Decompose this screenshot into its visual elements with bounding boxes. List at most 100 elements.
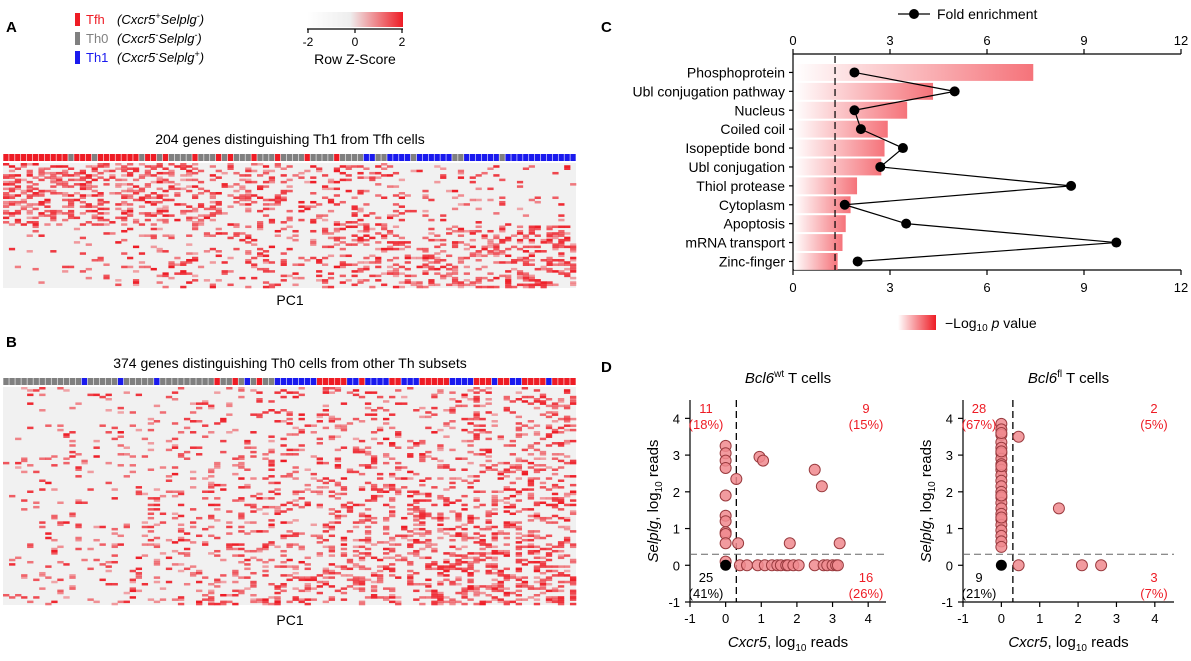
heatmap-cell xyxy=(533,501,541,505)
heatmap-cell xyxy=(455,563,462,566)
heatmap-cell xyxy=(364,554,372,557)
pvalue-bar xyxy=(794,139,885,157)
heatmap-cell xyxy=(485,437,492,441)
heatmap-cell xyxy=(168,187,175,191)
heatmap-cell xyxy=(551,402,559,405)
heatmap-cell xyxy=(357,171,364,175)
sample-header-cell xyxy=(99,378,106,385)
heatmap-cell xyxy=(515,527,523,531)
sample-header-cell xyxy=(564,378,570,385)
heatmap-cell xyxy=(457,285,465,289)
heatmap-cell xyxy=(346,505,354,509)
heatmap-cell xyxy=(449,538,456,542)
heatmap-cell xyxy=(558,241,565,244)
heatmap-cell xyxy=(425,541,432,544)
heatmap-cell xyxy=(407,477,414,480)
heatmap-cell xyxy=(437,519,444,522)
heatmap-cell xyxy=(79,187,87,191)
heatmap-cell xyxy=(491,468,498,471)
sample-header-cell xyxy=(109,154,115,161)
heatmap-cell xyxy=(310,221,317,224)
heatmap-cell xyxy=(410,256,417,260)
heatmap-cell xyxy=(63,563,70,566)
heatmap-cell xyxy=(357,209,364,213)
heatmap-cell xyxy=(455,519,462,522)
heatmap-cell xyxy=(56,165,63,168)
heatmap-cell xyxy=(401,527,408,531)
heatmap-cell xyxy=(62,212,69,215)
heatmap-cell xyxy=(357,270,364,273)
heatmap-cell xyxy=(473,413,480,416)
heatmap-cell xyxy=(509,411,516,414)
heatmap-cell xyxy=(569,591,577,595)
heatmap-cell xyxy=(528,274,535,278)
heatmap-cell xyxy=(105,431,112,434)
heatmap-cell xyxy=(461,508,468,511)
heatmap-cell xyxy=(357,165,364,168)
heatmap-cell xyxy=(127,212,134,215)
heatmap-cell xyxy=(328,420,336,423)
heatmap-cell xyxy=(189,402,197,405)
heatmap-cell xyxy=(127,207,134,211)
heatmap-cell xyxy=(545,569,553,573)
x-axis-tick-label: 2 xyxy=(1074,611,1081,626)
heatmap-cell xyxy=(419,510,426,513)
heatmap-cell xyxy=(156,207,163,211)
heatmap-cell xyxy=(407,508,414,511)
heatmap-cell xyxy=(485,545,492,549)
heatmap-cell xyxy=(352,525,360,529)
cell-point xyxy=(1095,559,1108,572)
heatmap-cell xyxy=(351,243,358,246)
heatmap-cell xyxy=(138,261,146,264)
heatmap-cell xyxy=(410,281,417,284)
heatmap-cell xyxy=(196,589,203,593)
heatmap-cell xyxy=(485,571,492,575)
heatmap-cell xyxy=(479,448,486,452)
cell-point xyxy=(815,480,828,493)
heatmap-cell xyxy=(557,598,565,601)
heatmap-cell xyxy=(183,554,191,557)
heatmap-cell xyxy=(227,223,234,226)
heatmap-cell xyxy=(111,488,118,491)
heatmap-cell xyxy=(328,415,336,419)
heatmap-cell xyxy=(455,499,462,502)
heatmap-cell xyxy=(376,494,384,498)
heatmap-cell xyxy=(274,598,281,601)
heatmap-cell xyxy=(239,185,246,188)
heatmap-cell xyxy=(50,171,57,175)
heatmap-cell xyxy=(257,163,264,166)
heatmap-cell xyxy=(473,516,480,520)
heatmap-cell xyxy=(422,254,429,258)
heatmap-cell xyxy=(339,274,346,278)
panel-label-c: C xyxy=(601,19,612,36)
heatmap-cell xyxy=(93,538,100,542)
heatmap-cell xyxy=(527,587,535,590)
heatmap-cell xyxy=(147,503,155,507)
cell-point xyxy=(719,537,732,550)
heatmap-cell xyxy=(443,527,450,531)
heatmap-cell xyxy=(563,461,571,465)
heatmap-cell xyxy=(563,565,571,568)
heatmap-cell xyxy=(551,420,559,423)
heatmap-cell xyxy=(105,409,112,412)
heatmap-cell xyxy=(144,218,151,222)
heatmap-cell xyxy=(539,585,547,588)
heatmap-cell xyxy=(533,552,541,555)
heatmap-cell xyxy=(105,481,112,485)
quadrant-pct-top-left: (67%) xyxy=(962,417,997,432)
heatmap-cell xyxy=(437,497,444,500)
heatmap-cell xyxy=(407,580,414,584)
heatmap-cell xyxy=(503,574,510,577)
heatmap-cell xyxy=(437,464,444,467)
sample-header-cell xyxy=(26,154,33,161)
heatmap-cell xyxy=(159,411,167,414)
heatmap-cell xyxy=(177,527,185,531)
heatmap-cell xyxy=(552,196,559,200)
heatmap-cell xyxy=(564,245,571,249)
heatmap-cell xyxy=(321,187,329,191)
heatmap-cell xyxy=(515,547,523,551)
heatmap-cell xyxy=(250,503,257,507)
heatmap-cell xyxy=(339,263,346,266)
heatmap-cell xyxy=(363,279,370,282)
heatmap-cell xyxy=(168,185,175,188)
